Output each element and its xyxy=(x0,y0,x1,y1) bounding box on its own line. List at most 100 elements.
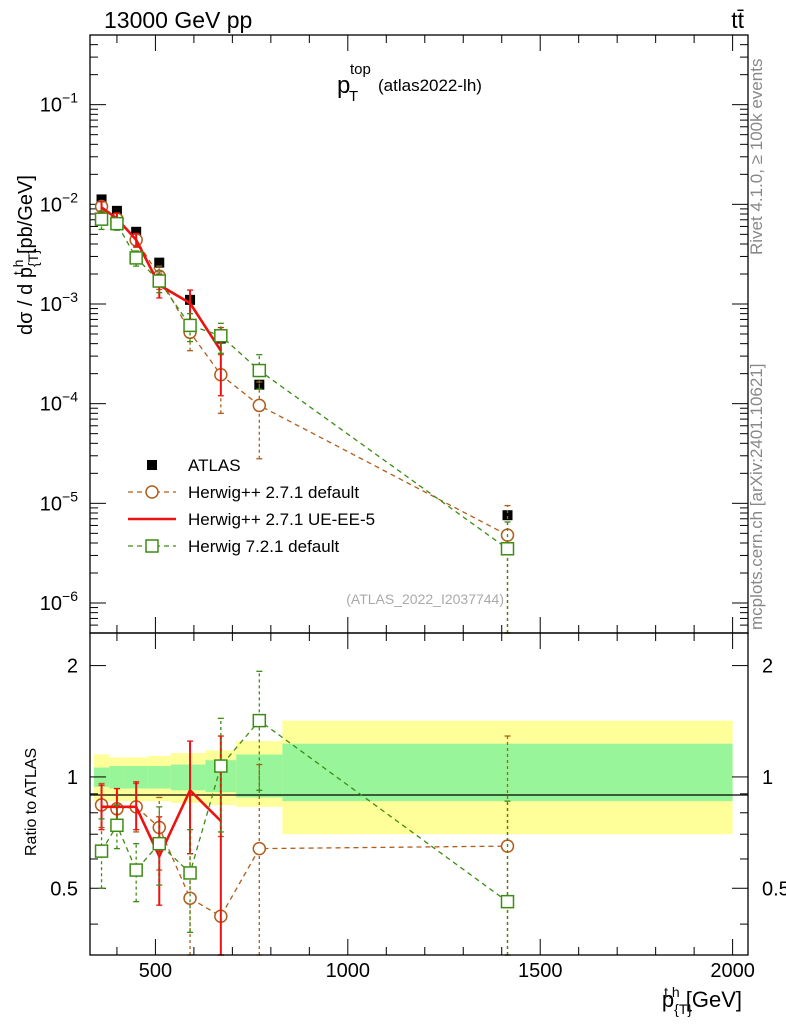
main-y-tick-label: 10−3 xyxy=(40,289,78,316)
ylabel-units: [pb/GeV] xyxy=(15,175,37,260)
square-marker xyxy=(214,329,228,343)
ratio-plot-frame xyxy=(89,632,749,956)
square-marker xyxy=(110,216,124,231)
xlabel-units: [GeV] xyxy=(680,987,742,1012)
square-marker xyxy=(183,866,197,880)
square-marker xyxy=(500,542,515,556)
main-y-tick-exponent: −5 xyxy=(62,488,78,504)
square-marker xyxy=(252,363,267,378)
series-line xyxy=(100,206,222,352)
main-y-tick-base: 10 xyxy=(40,294,62,316)
x-tick-label: 1000 xyxy=(326,960,371,982)
main-y-tick-base: 10 xyxy=(40,394,62,416)
x-tick-label: 2000 xyxy=(710,960,755,982)
circle-marker xyxy=(145,485,159,499)
ratio-y-tick-label-left: 1 xyxy=(67,767,78,789)
square-marker xyxy=(129,863,143,877)
ratio-band-green xyxy=(124,766,148,789)
main-series-layer xyxy=(94,194,515,634)
main-y-tick-base: 10 xyxy=(40,493,62,515)
square-marker xyxy=(152,836,167,851)
series-line xyxy=(100,719,508,903)
atlas-data-marker xyxy=(111,205,122,216)
atlas-data-series xyxy=(96,194,513,521)
x-tick-label: 500 xyxy=(139,960,172,982)
circle-marker xyxy=(252,398,267,413)
ratio-y-tick-label-left: 0.5 xyxy=(50,878,78,900)
rivet-version-text: Rivet 4.1.0, ≥ 100k events xyxy=(747,59,766,255)
x-axis-label: p{T}t,h [GeV] xyxy=(662,984,742,1017)
legend-label: Herwig++ 2.7.1 UE-EE-5 xyxy=(188,510,375,529)
main-series-square-dashed xyxy=(94,210,515,634)
legend-label: Herwig++ 2.7.1 default xyxy=(188,483,359,502)
title-tag: (atlas2022-lh) xyxy=(378,76,482,95)
square-marker xyxy=(500,894,515,909)
mcplots-reference-text: mcplots.cern.ch [arXiv:2401.10621] xyxy=(747,364,766,630)
square-marker xyxy=(94,844,109,858)
main-series-line-solid xyxy=(98,201,224,397)
circle-marker xyxy=(252,841,267,856)
main-y-tick-exponent: −4 xyxy=(62,389,78,405)
xlabel-symbol: p xyxy=(662,987,674,1012)
legend-label: Herwig 7.2.1 default xyxy=(188,537,339,556)
atlas-data-marker xyxy=(131,226,142,237)
title-symbol: p xyxy=(337,72,350,99)
ylabel-superscript: t,h xyxy=(10,260,26,276)
ratio-series-layer xyxy=(94,670,515,956)
main-y-tick-base: 10 xyxy=(40,194,62,216)
title-superscript: top xyxy=(350,61,371,78)
ratio-y-tick-label-left: 2 xyxy=(67,656,78,678)
series-line xyxy=(101,788,222,860)
process-label: tt̄ xyxy=(731,7,744,33)
legend-label: ATLAS xyxy=(188,456,241,475)
square-marker xyxy=(183,318,197,333)
ratio-axis-ticks: 0.5 0.5 1 1 2 2 500 1000 1500 2000 xyxy=(50,633,786,982)
ratio-band-green xyxy=(109,766,125,789)
main-y-tick-exponent: −6 xyxy=(62,588,78,604)
energy-label: 13000 GeV pp xyxy=(104,7,252,33)
ratio-band-green xyxy=(170,764,206,791)
ratio-y-tick-label-right: 0.5 xyxy=(762,878,786,900)
square-marker xyxy=(145,539,159,553)
xlabel-superscript: t,h xyxy=(664,984,680,1000)
atlas-data-marker xyxy=(96,194,107,205)
legend-entry: Herwig++ 2.7.1 default xyxy=(128,483,359,502)
main-y-tick-label: 10−2 xyxy=(40,189,78,216)
circle-marker xyxy=(183,891,197,905)
main-y-tick-exponent: −3 xyxy=(62,289,78,305)
atlas-data-marker xyxy=(154,257,165,268)
atlas-data-marker xyxy=(502,510,513,521)
legend-entry: ATLAS xyxy=(147,456,241,475)
analysis-watermark: (ATLAS_2022_I2037744) xyxy=(346,591,504,607)
square-marker xyxy=(214,759,228,773)
legend-entry: Herwig 7.2.1 default xyxy=(128,537,339,556)
main-y-tick-label: 10−4 xyxy=(40,389,78,416)
main-y-tick-label: 10−5 xyxy=(40,488,78,515)
main-axis-ticks: 10−610−510−410−310−210−1 xyxy=(40,34,748,634)
main-y-tick-label: 10−1 xyxy=(40,90,78,117)
ratio-series-line xyxy=(98,735,224,956)
square-marker xyxy=(94,212,109,226)
main-plot-title: p T top (atlas2022-lh) xyxy=(337,61,482,105)
x-tick-label: 1500 xyxy=(518,960,563,982)
main-y-tick-base: 10 xyxy=(40,593,62,615)
ratio-band-green xyxy=(147,766,171,789)
atlas-data-marker xyxy=(147,460,157,470)
main-y-tick-base: 10 xyxy=(40,95,62,117)
main-y-axis-label: dσ / d p{T}t,h [pb/GeV] xyxy=(10,175,41,335)
ratio-y-tick-label-right: 1 xyxy=(762,767,773,789)
square-marker xyxy=(129,251,143,265)
ratio-y-axis-label: Ratio to ATLAS xyxy=(23,748,40,856)
main-y-tick-exponent: −1 xyxy=(62,90,78,106)
main-y-tick-label: 10−6 xyxy=(40,588,78,615)
xlabel-subscript: {T} xyxy=(674,1001,692,1017)
ratio-series-square xyxy=(94,670,515,956)
legend-entry: Herwig++ 2.7.1 UE-EE-5 xyxy=(128,510,375,529)
ylabel-main-part: dσ / d p xyxy=(15,267,37,335)
ratio-y-tick-label-right: 2 xyxy=(762,656,773,678)
ylabel-subscript: {T} xyxy=(25,249,41,267)
main-y-tick-exponent: −2 xyxy=(62,189,78,205)
legend: ATLAS Herwig++ 2.7.1 default Herwig++ 2.7.… xyxy=(128,456,375,556)
square-marker xyxy=(110,818,124,833)
